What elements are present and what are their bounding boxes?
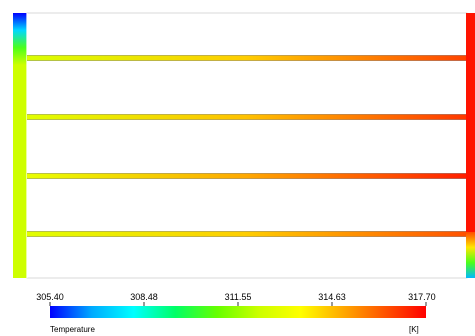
legend-unit: [K] [409,325,419,334]
legend-colorbar [50,306,426,318]
right-pipe-bottom-region [466,232,475,278]
legend-tick-label: 311.55 [224,292,252,302]
left-pipe-top-region [13,13,27,65]
channel [27,173,466,179]
right-pipe [466,13,475,278]
channel-3 [27,173,466,179]
channel-1 [27,55,466,61]
channel [27,114,466,120]
domain-outline [26,12,468,279]
channel [27,55,466,61]
legend-tick-label: 314.63 [318,292,346,302]
legend-ticks [49,302,427,306]
left-pipe [13,13,27,278]
legend-title: Temperature [50,325,95,334]
channel [27,231,466,237]
legend-tick-label: 308.48 [130,292,158,302]
legend-tick-label: 317.70 [408,292,436,302]
legend-tick-label: 305.40 [36,292,64,302]
channel-2 [27,114,466,120]
channel-4 [27,231,466,237]
